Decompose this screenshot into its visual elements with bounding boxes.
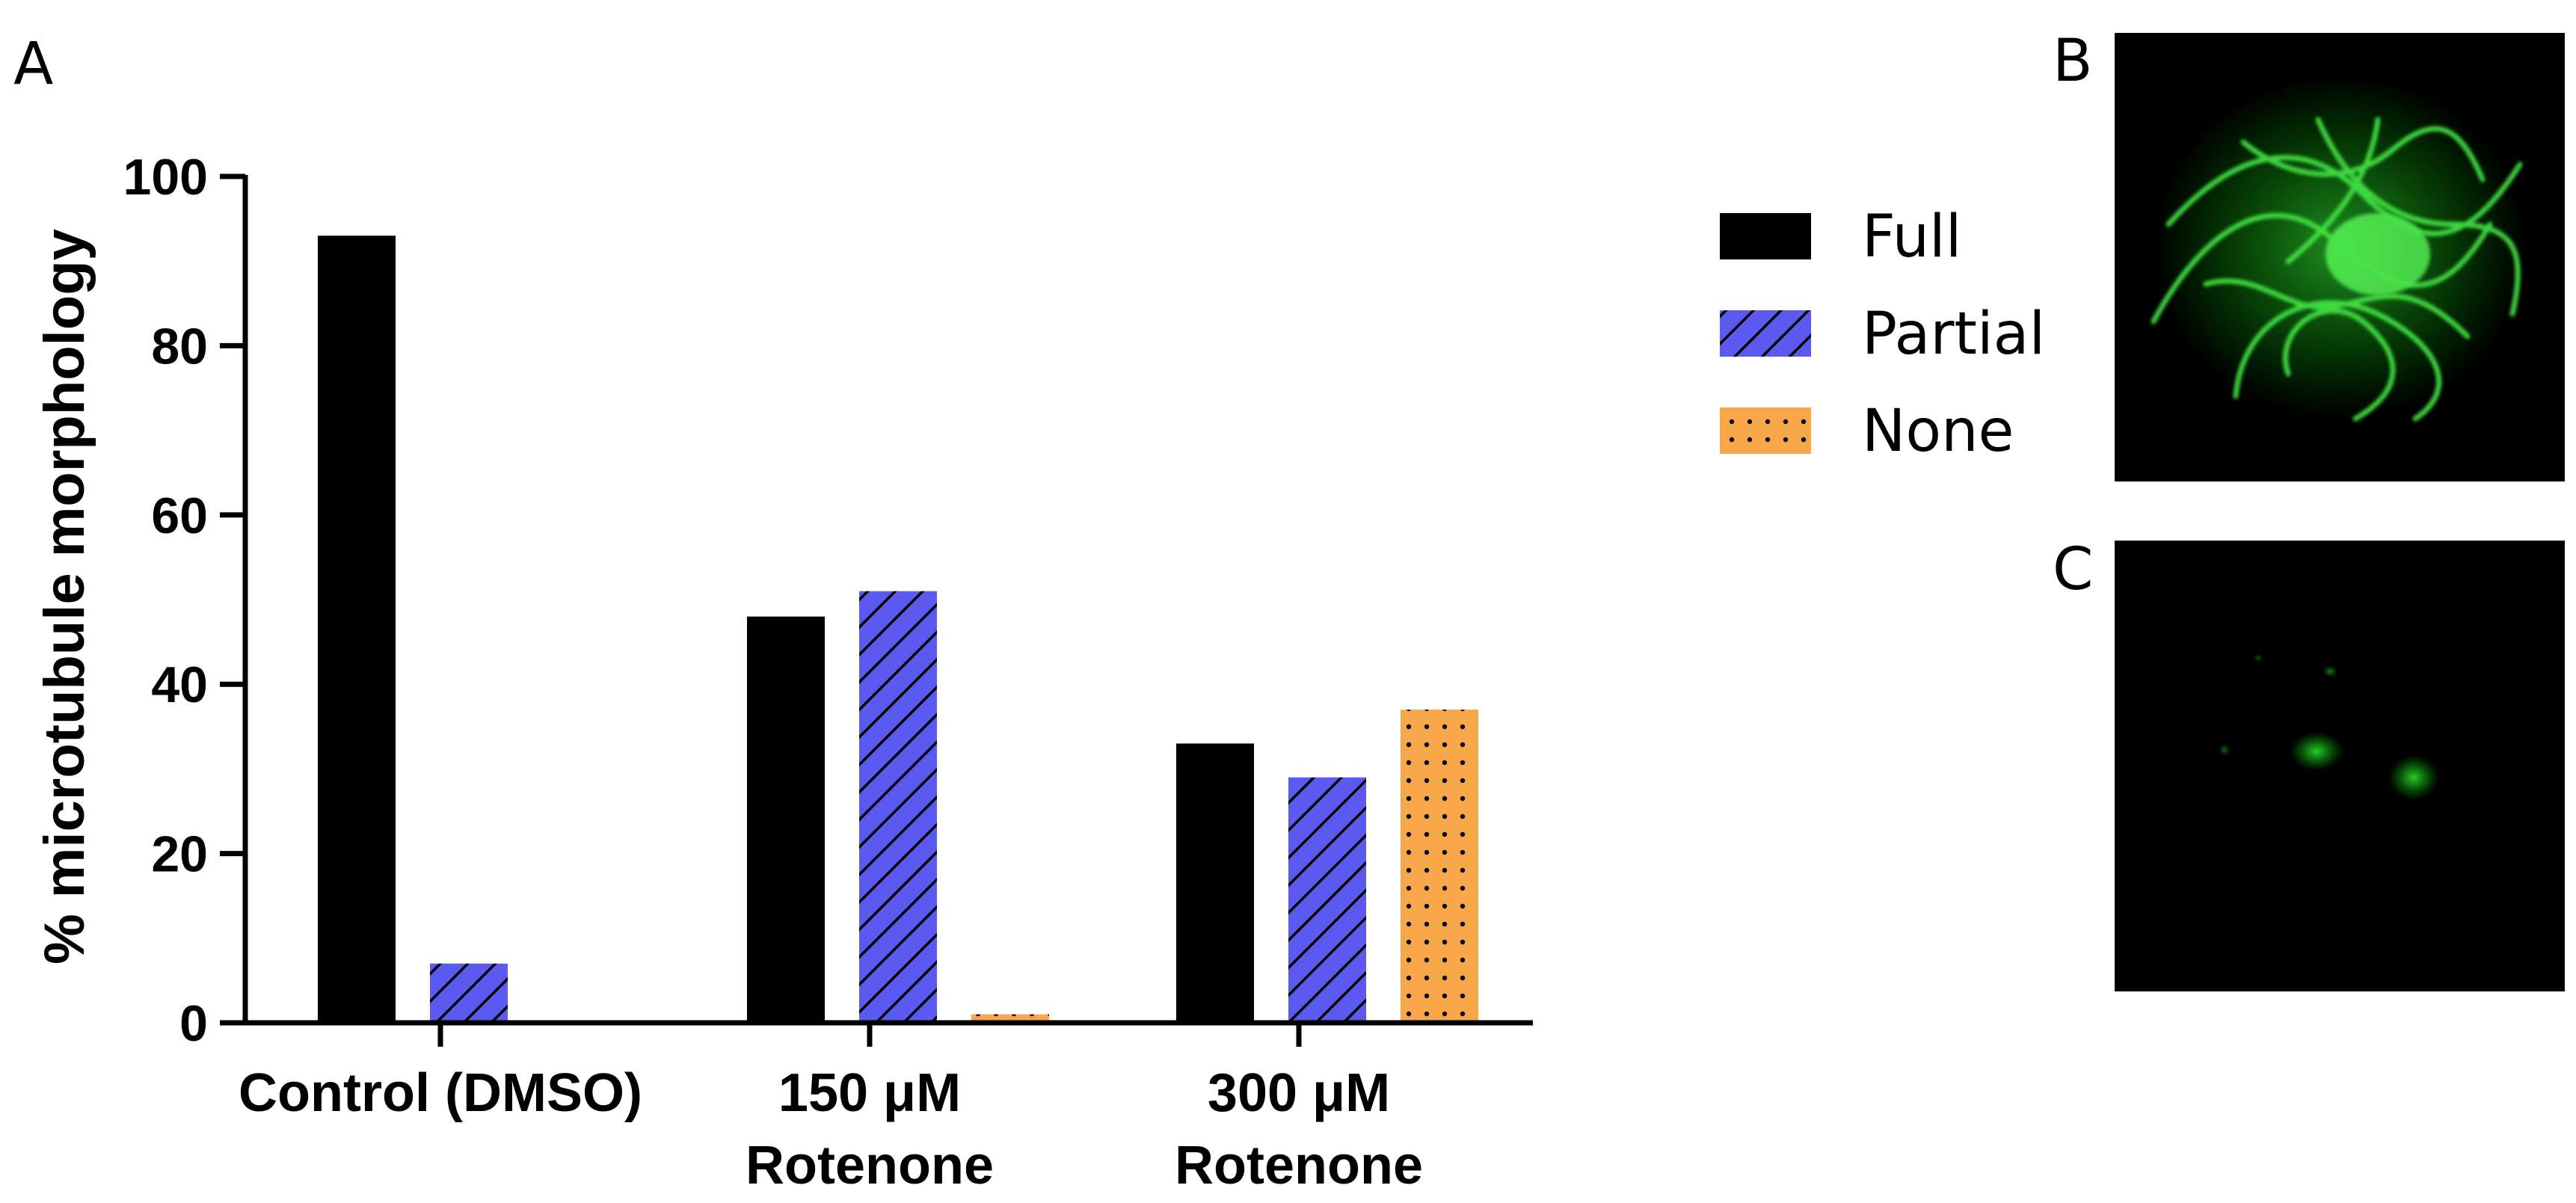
bars	[318, 236, 1478, 1023]
y-tick-label: 100	[123, 149, 208, 206]
bar-none-1	[971, 1014, 1049, 1023]
y-tick-label: 0	[179, 995, 208, 1052]
panel-label-b: B	[2053, 28, 2093, 95]
legend-swatch-none	[1720, 407, 1811, 454]
y-axis-title: % microtubule morphology	[33, 229, 96, 964]
bar-partial-2	[1288, 777, 1366, 1023]
bar-chart: % microtubule morphology 0 20 40 60 80 100 Co…	[33, 149, 1533, 1196]
bar-partial-1	[859, 591, 937, 1023]
bar-partial-0	[430, 963, 508, 1023]
x-category-label: 150 μM Rotenone	[746, 1063, 994, 1196]
bar-full-1	[747, 616, 825, 1023]
y-tick-label: 60	[151, 487, 208, 544]
legend-label-partial: Partial	[1862, 301, 2045, 368]
microscopy-image-c	[2115, 541, 2565, 991]
y-axis: 0 20 40 60 80 100	[123, 149, 248, 1052]
bar-none-2	[1401, 710, 1478, 1023]
panel-label-c: C	[2053, 536, 2093, 603]
x-category-label: Control (DMSO)	[239, 1063, 642, 1123]
x-category-label: 300 μM Rotenone	[1175, 1063, 1423, 1196]
panel-label-a: A	[13, 31, 53, 98]
x-axis: Control (DMSO) 150 μM Rotenone 300 μM Roteno…	[239, 1020, 1533, 1196]
y-tick-label: 20	[151, 826, 208, 883]
microscopy-image-b	[2115, 33, 2565, 481]
legend: Full Partial None	[1720, 203, 2045, 465]
y-tick-label: 40	[151, 656, 208, 713]
legend-label-full: Full	[1862, 203, 1961, 271]
bar-full-2	[1176, 743, 1254, 1023]
legend-swatch-partial	[1720, 310, 1811, 357]
bar-full-0	[318, 236, 396, 1023]
y-tick-label: 80	[151, 318, 208, 375]
legend-swatch-full	[1720, 213, 1811, 259]
legend-label-none: None	[1862, 398, 2014, 465]
